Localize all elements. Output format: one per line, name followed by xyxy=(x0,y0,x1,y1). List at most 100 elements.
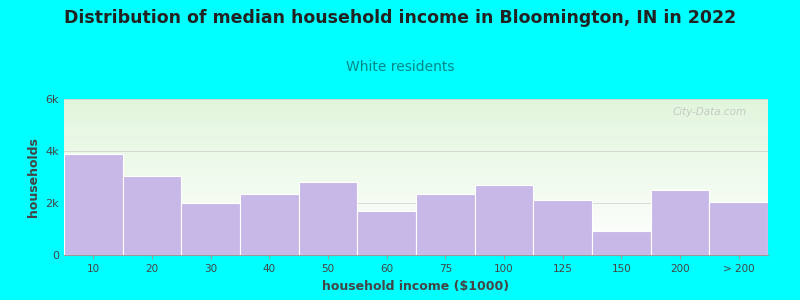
Bar xyxy=(64,215,768,216)
Bar xyxy=(64,122,768,123)
Bar xyxy=(64,166,768,167)
Bar xyxy=(64,243,768,244)
Bar xyxy=(64,106,768,107)
Bar xyxy=(64,178,768,179)
Bar xyxy=(64,240,768,241)
Bar xyxy=(64,131,768,132)
Bar xyxy=(64,181,768,182)
Bar xyxy=(64,172,768,173)
Bar xyxy=(64,234,768,235)
Bar xyxy=(64,154,768,155)
Bar xyxy=(64,144,768,145)
Bar xyxy=(64,176,768,177)
Bar xyxy=(64,219,768,220)
Bar xyxy=(64,209,768,210)
Bar xyxy=(64,231,768,232)
Bar xyxy=(64,222,768,223)
Bar xyxy=(64,202,768,203)
Bar xyxy=(64,242,768,243)
Bar xyxy=(64,139,768,140)
Bar xyxy=(64,156,768,157)
Bar xyxy=(64,251,768,252)
Bar xyxy=(64,237,768,238)
Bar xyxy=(64,111,768,112)
Bar xyxy=(64,148,768,149)
Bar xyxy=(64,252,768,253)
Bar xyxy=(64,169,768,170)
Bar xyxy=(64,171,768,172)
Bar xyxy=(64,120,768,121)
Bar xyxy=(64,145,768,146)
Bar xyxy=(64,205,768,206)
Bar xyxy=(64,201,768,202)
Bar xyxy=(64,154,768,155)
Bar xyxy=(534,200,592,255)
Bar xyxy=(64,230,768,231)
Bar xyxy=(64,114,768,115)
Bar xyxy=(64,159,768,160)
Bar xyxy=(64,207,768,208)
Bar xyxy=(64,174,768,175)
Bar xyxy=(64,233,768,234)
Bar xyxy=(64,214,768,215)
Text: Distribution of median household income in Bloomington, IN in 2022: Distribution of median household income … xyxy=(64,9,736,27)
Bar xyxy=(64,152,768,153)
Bar xyxy=(64,200,768,201)
Bar xyxy=(64,225,768,226)
Bar xyxy=(64,153,768,154)
Bar xyxy=(64,186,768,187)
Bar xyxy=(64,101,768,102)
Bar xyxy=(64,113,768,114)
Bar xyxy=(64,137,768,138)
Bar xyxy=(64,247,768,248)
Bar xyxy=(592,231,650,255)
Bar xyxy=(64,229,768,230)
Bar xyxy=(64,162,768,163)
Bar xyxy=(64,250,768,251)
Bar xyxy=(64,161,768,162)
Bar xyxy=(64,206,768,207)
Bar xyxy=(64,227,768,228)
Bar xyxy=(64,232,768,233)
Y-axis label: households: households xyxy=(27,137,40,217)
Bar xyxy=(64,127,768,128)
Bar xyxy=(240,194,298,255)
Bar xyxy=(64,224,768,225)
X-axis label: household income ($1000): household income ($1000) xyxy=(322,280,510,292)
Bar xyxy=(64,216,768,217)
Bar xyxy=(64,110,768,111)
Bar xyxy=(64,228,768,229)
Bar xyxy=(64,218,768,219)
Bar xyxy=(64,179,768,180)
Bar xyxy=(64,182,768,183)
Bar xyxy=(64,187,768,188)
Bar xyxy=(64,118,768,119)
Bar xyxy=(64,112,768,113)
Bar xyxy=(64,249,768,250)
Bar xyxy=(64,195,768,196)
Bar xyxy=(64,138,768,139)
Bar xyxy=(64,196,768,197)
Bar xyxy=(64,129,768,130)
Bar xyxy=(64,151,768,152)
Bar xyxy=(64,99,768,100)
Bar xyxy=(64,246,768,247)
Bar xyxy=(64,105,768,106)
Bar xyxy=(64,221,768,222)
Bar xyxy=(64,126,768,127)
Bar xyxy=(64,238,768,239)
Bar xyxy=(122,176,182,255)
Bar xyxy=(64,123,768,124)
Bar xyxy=(64,170,768,171)
Bar xyxy=(64,164,768,165)
Bar xyxy=(64,223,768,224)
Bar xyxy=(64,168,768,169)
Bar xyxy=(64,193,768,194)
Bar xyxy=(64,217,768,218)
Text: City-Data.com: City-Data.com xyxy=(673,107,747,117)
Bar xyxy=(64,102,768,103)
Bar xyxy=(64,239,768,240)
Bar xyxy=(358,211,416,255)
Bar xyxy=(64,147,768,148)
Bar xyxy=(64,125,768,126)
